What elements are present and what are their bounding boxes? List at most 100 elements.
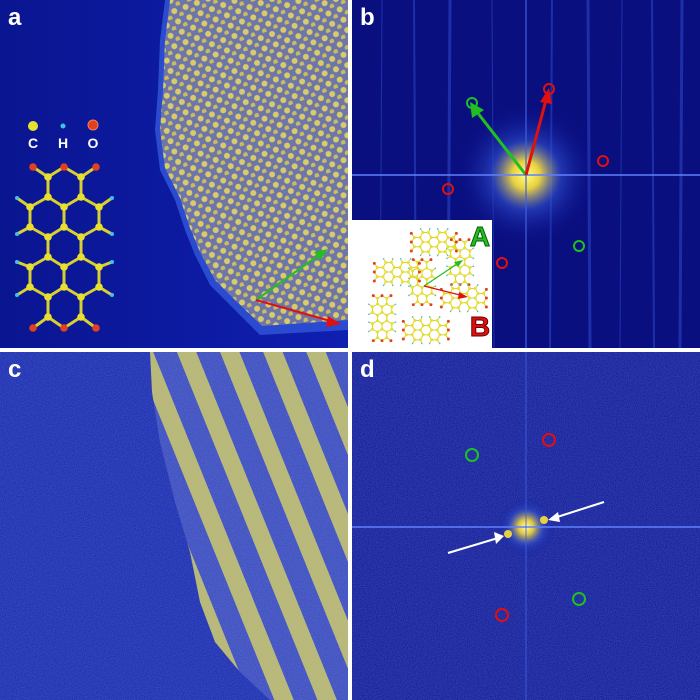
atom bbox=[44, 233, 52, 241]
atom bbox=[476, 301, 480, 305]
atom bbox=[454, 231, 458, 235]
atom bbox=[92, 324, 100, 332]
atom bbox=[425, 277, 429, 281]
atom bbox=[420, 286, 424, 290]
atom bbox=[44, 313, 52, 321]
atom bbox=[382, 258, 385, 260]
atom bbox=[60, 223, 68, 231]
atom bbox=[463, 280, 467, 284]
atom bbox=[110, 232, 114, 236]
arrow-pointer bbox=[447, 537, 499, 554]
atom bbox=[385, 336, 389, 340]
atom bbox=[444, 324, 448, 328]
atom bbox=[77, 173, 85, 181]
atom bbox=[410, 333, 414, 337]
panel-b-fft: A B b bbox=[352, 0, 700, 348]
atom bbox=[446, 319, 450, 323]
atom bbox=[95, 203, 103, 211]
atom bbox=[465, 292, 469, 296]
atom bbox=[473, 306, 477, 310]
atom bbox=[472, 265, 475, 267]
atom bbox=[448, 254, 452, 258]
atom bbox=[454, 249, 458, 253]
atom bbox=[394, 321, 397, 323]
atom bbox=[421, 342, 423, 345]
atom bbox=[95, 283, 103, 291]
red-spot-marker bbox=[495, 608, 509, 622]
atom bbox=[468, 286, 472, 290]
atom bbox=[444, 333, 448, 337]
atom bbox=[371, 339, 375, 343]
atom bbox=[15, 260, 19, 264]
atom bbox=[472, 274, 475, 277]
atom bbox=[406, 270, 410, 274]
atom bbox=[392, 284, 394, 287]
atom bbox=[468, 296, 472, 300]
atom bbox=[380, 310, 384, 314]
atom bbox=[15, 196, 19, 200]
atom bbox=[398, 266, 402, 270]
atom bbox=[449, 238, 453, 242]
atom bbox=[472, 247, 475, 250]
atom bbox=[454, 240, 458, 244]
atom bbox=[44, 293, 52, 301]
atom bbox=[408, 294, 410, 297]
atom bbox=[476, 284, 479, 286]
atom bbox=[436, 228, 439, 230]
atom bbox=[438, 342, 441, 345]
atom bbox=[434, 267, 437, 270]
atom bbox=[430, 338, 434, 342]
atom bbox=[426, 240, 430, 244]
atom bbox=[385, 313, 389, 317]
atom bbox=[401, 328, 405, 332]
atom bbox=[15, 293, 19, 297]
atom bbox=[463, 240, 467, 244]
atom bbox=[384, 270, 388, 274]
atom bbox=[389, 294, 393, 298]
atom bbox=[421, 316, 423, 318]
panel-label-d: d bbox=[360, 356, 375, 383]
red-spot-marker bbox=[542, 433, 556, 447]
atom bbox=[390, 305, 394, 309]
atom bbox=[385, 330, 389, 334]
atom bbox=[401, 260, 405, 264]
lattice-vector-b bbox=[255, 299, 335, 323]
atom bbox=[446, 254, 449, 257]
atom bbox=[451, 286, 455, 290]
atom bbox=[411, 258, 415, 262]
atom bbox=[60, 203, 68, 211]
atom bbox=[459, 301, 463, 305]
atom bbox=[448, 271, 452, 275]
atom bbox=[443, 230, 447, 234]
atom bbox=[438, 230, 442, 234]
atom bbox=[372, 261, 376, 265]
atom bbox=[466, 284, 469, 286]
atom bbox=[411, 303, 415, 307]
atom bbox=[439, 305, 443, 309]
atom bbox=[399, 284, 402, 287]
atom bbox=[416, 300, 420, 304]
red-spot-marker bbox=[597, 155, 609, 167]
atom bbox=[394, 313, 397, 316]
atom bbox=[482, 301, 486, 305]
atom bbox=[416, 294, 420, 298]
atom bbox=[415, 266, 419, 270]
atom bbox=[95, 263, 103, 271]
atom bbox=[375, 275, 379, 279]
atom bbox=[411, 316, 414, 318]
atom bbox=[420, 269, 424, 273]
atom bbox=[416, 283, 420, 287]
atom bbox=[452, 236, 456, 240]
atom bbox=[368, 321, 370, 323]
atom bbox=[472, 257, 475, 260]
atom bbox=[438, 250, 442, 254]
atom bbox=[438, 316, 441, 318]
atom bbox=[410, 269, 414, 273]
atom bbox=[60, 163, 68, 171]
atom bbox=[376, 296, 380, 300]
atom bbox=[389, 280, 393, 284]
atom bbox=[401, 280, 405, 284]
atom bbox=[421, 250, 425, 254]
atom bbox=[482, 292, 486, 296]
atom bbox=[430, 328, 434, 332]
